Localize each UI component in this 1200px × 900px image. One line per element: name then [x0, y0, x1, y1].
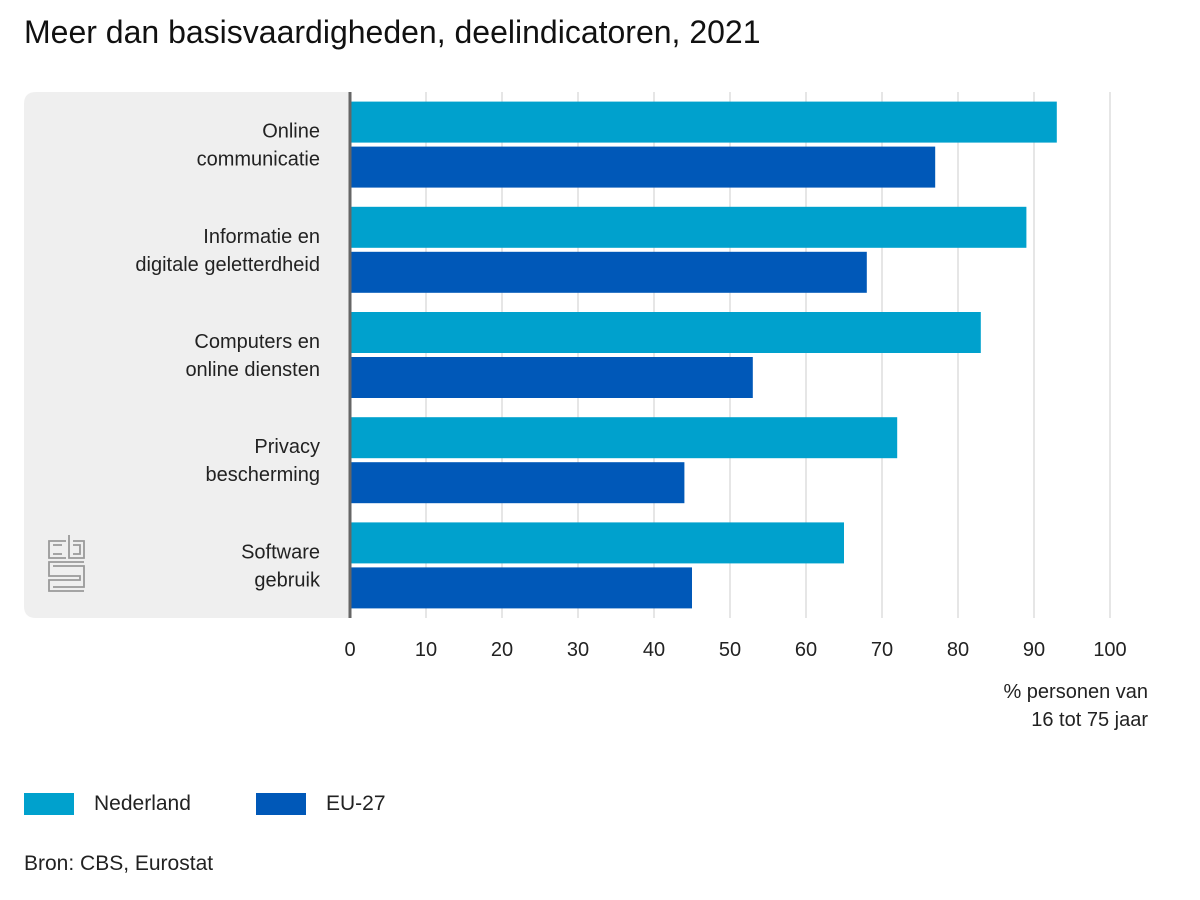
- bar-eu27: [350, 146, 936, 188]
- x-tick-label: 0: [344, 639, 355, 661]
- x-tick-label: 40: [643, 639, 665, 661]
- x-axis-title: % personen van: [1003, 681, 1148, 703]
- source-note: Bron: CBS, Eurostat: [24, 852, 214, 875]
- legend-swatch-nederland: [24, 793, 74, 815]
- x-tick-label: 20: [491, 639, 513, 661]
- x-axis-title: 16 tot 75 jaar: [1031, 709, 1148, 731]
- legend-label-nederland: Nederland: [94, 792, 191, 815]
- bar-chart: Online communicatie Informatie en digitale …: [24, 92, 1148, 731]
- x-tick-label: 70: [871, 639, 893, 661]
- legend-item-nederland: Nederland: [24, 792, 191, 816]
- bar-eu27: [350, 567, 692, 609]
- category-label: Privacy bescherming: [205, 436, 320, 486]
- bar-nederland: [350, 522, 844, 564]
- x-tick-label: 80: [947, 639, 969, 661]
- bar-nederland: [350, 312, 981, 353]
- x-tick-label: 50: [719, 639, 741, 661]
- x-tick-label: 90: [1023, 639, 1045, 661]
- category-label: Software gebruik: [241, 541, 321, 591]
- cbs-logo-icon: [48, 535, 85, 592]
- bar-eu27: [350, 462, 685, 504]
- x-tick-label: 10: [415, 639, 437, 661]
- x-tick-label: 30: [567, 639, 589, 661]
- category-label: Informatie en digitale geletterdheid: [135, 226, 320, 276]
- bar-nederland: [350, 206, 1027, 248]
- chart-title: Meer dan basisvaardigheden, deelindicato…: [24, 14, 761, 50]
- bar-nederland: [350, 101, 1057, 143]
- x-tick-label: 60: [795, 639, 817, 661]
- x-tick-label: 100: [1093, 639, 1126, 661]
- bar-eu27: [350, 251, 867, 293]
- legend-item-eu27: EU-27: [256, 792, 386, 816]
- category-panel: [24, 92, 350, 618]
- category-label: Online communicatie: [197, 121, 320, 171]
- bar-nederland: [350, 417, 898, 459]
- legend-swatch-eu27: [256, 793, 306, 815]
- bar-eu27: [350, 357, 753, 398]
- category-label: Computers en online diensten: [185, 331, 320, 381]
- legend-label-eu27: EU-27: [326, 792, 386, 815]
